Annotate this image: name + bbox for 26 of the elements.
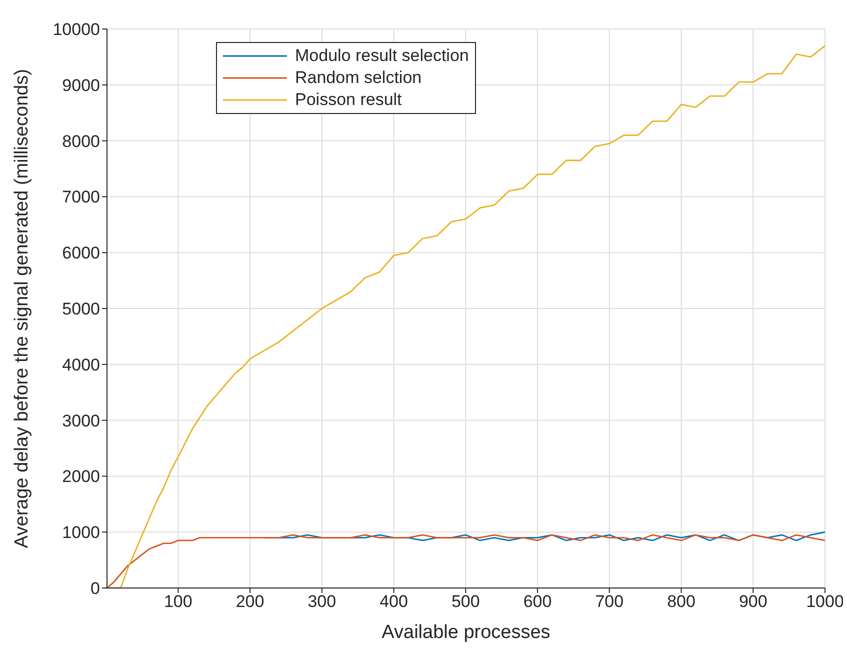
x-tick-label: 100	[164, 592, 192, 612]
y-axis-title: Average delay before the signal generated (milliseconds)	[12, 68, 32, 548]
y-tick-label: 1000	[62, 523, 100, 542]
y-tick-label: 5000	[62, 300, 100, 319]
y-tick-label: 8000	[62, 132, 100, 151]
x-tick-label: 500	[451, 592, 480, 612]
y-tick-label: 0	[90, 579, 100, 598]
x-tick-label: 400	[380, 592, 408, 612]
x-axis-title: Available processes	[382, 622, 550, 643]
y-tick-label: 9000	[62, 76, 100, 95]
y-tick-label: 3000	[62, 411, 100, 430]
x-tick-label: 1000	[806, 592, 844, 612]
x-tick-label: 200	[236, 592, 264, 612]
y-tick-label: 7000	[62, 188, 100, 207]
y-tick-label: 2000	[62, 467, 100, 486]
x-tick-label: 600	[523, 592, 552, 612]
y-tick-label: 10000	[52, 20, 100, 40]
y-tick-label: 6000	[62, 244, 100, 263]
legend-label: Random selction	[295, 67, 422, 89]
x-tick-label: 900	[738, 592, 768, 612]
x-tick-label: 700	[595, 592, 624, 612]
legend-label: Modulo result selection	[295, 45, 469, 67]
y-tick-label: 4000	[62, 355, 100, 374]
x-tick-label: 300	[308, 592, 336, 612]
legend-label: Poisson result	[295, 89, 402, 111]
x-tick-label: 800	[667, 592, 696, 612]
